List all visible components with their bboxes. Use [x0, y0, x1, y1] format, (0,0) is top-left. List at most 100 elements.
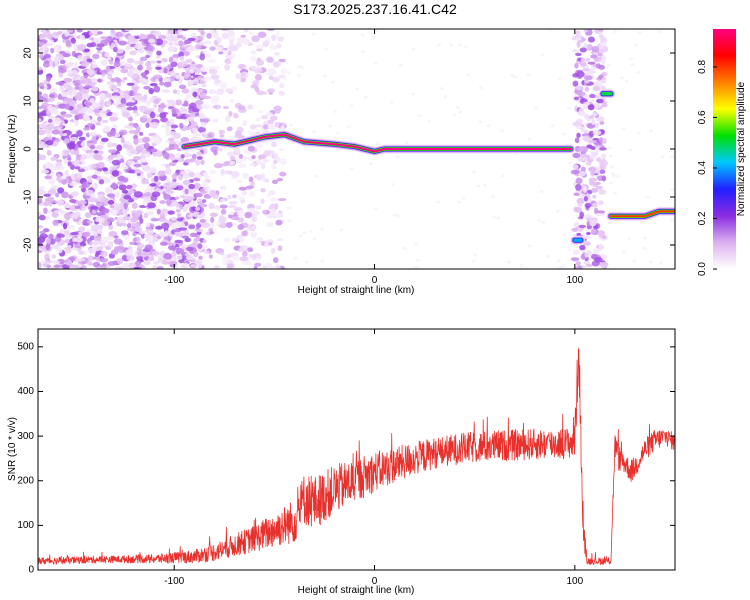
spectrogram-noise-cell: [77, 251, 85, 255]
spectrogram-noise-cell: [92, 261, 101, 268]
spectrogram-noise-cell: [231, 237, 239, 242]
spectrogram-noise-cell: [121, 165, 129, 170]
spectrogram-noise-cell: [38, 214, 46, 221]
spectrogram-noise-cell: [122, 208, 127, 214]
colorbar: 0.0 0.2 0.4 0.6 0.8 Normalized spectral ampl…: [697, 29, 747, 276]
spectrogram-noise-cell: [596, 116, 604, 122]
snr-ytick-label: 200: [17, 475, 34, 486]
spectrogram-noise-cell: [128, 129, 137, 134]
spectrogram-noise-cell: [62, 132, 68, 137]
spectrogram-noise-cell: [163, 81, 172, 88]
spectrogram-noise-cell: [219, 134, 225, 138]
spectrogram-noise-cell: [146, 45, 155, 52]
spectrogram-noise-cell: [38, 118, 42, 122]
spectrogram-noise-cell: [572, 73, 579, 78]
spectrogram-noise-cell: [592, 81, 599, 88]
spectrogram-noise-cell: [391, 182, 396, 186]
spectrogram-noise-cell: [257, 31, 267, 38]
spectrogram-noise-cell: [144, 152, 152, 158]
spectrogram-noise-cell: [81, 61, 90, 67]
spectrogram-noise-cell: [590, 228, 597, 234]
spectrogram-noise-cell: [247, 247, 254, 253]
spectrogram-noise-cell: [46, 139, 54, 146]
spectrogram-noise-cell: [179, 122, 184, 129]
spectrogram-noise-cell: [170, 124, 179, 129]
spectrogram-noise-cell: [247, 145, 256, 152]
spectrogram-noise-cell: [580, 112, 587, 116]
spectrogram-noise-cell: [247, 42, 254, 47]
spectrogram-noise-cell: [43, 207, 48, 214]
spectrogram-noise-cell: [579, 244, 586, 251]
spectrogram-noise-cell: [61, 191, 69, 199]
spectrogram-noise-cell: [95, 218, 101, 223]
spectrogram-noise-cell: [669, 155, 674, 159]
spectrogram-noise-cell: [537, 218, 542, 222]
spectrogram-noise-cell: [169, 156, 176, 161]
spectrogram-noise-cell: [186, 45, 195, 53]
spectrogram-noise-cell: [127, 70, 135, 78]
spectrogram-noise-cell: [156, 235, 162, 240]
spectrogram-noise-cell: [224, 237, 230, 243]
spectrogram-noise-cell: [174, 202, 181, 207]
spectrogram-noise-cell: [598, 136, 604, 143]
spectrogram-noise-cell: [457, 200, 462, 204]
spectrogram-noise-cell: [86, 175, 94, 179]
snr-ytick-label: 300: [17, 431, 34, 442]
colorbar-tick-label: 0.2: [697, 211, 708, 225]
spectrogram-noise-cell: [46, 75, 52, 82]
spectrogram-noise-cell: [202, 239, 207, 244]
spectrogram-noise-cell: [171, 251, 177, 258]
spectrogram-noise-cell: [589, 220, 597, 227]
spectrogram-noise-cell: [128, 169, 137, 174]
spectrogram-noise-cell: [92, 182, 98, 190]
spectrogram-noise-cell: [237, 196, 246, 200]
spectrogram-noise-cell: [87, 255, 93, 262]
spectrogram-noise-cell: [176, 217, 184, 222]
figure-title: S173.2025.237.16.41.C42: [293, 1, 457, 17]
spectrogram-noise-cell: [177, 34, 184, 39]
spectrogram-noise-cell: [278, 58, 286, 63]
spectrogram-noise-cell: [260, 198, 265, 204]
spectrogram-noise-cell: [85, 80, 92, 86]
spectrogram-noise-cell: [228, 45, 237, 52]
spectrogram-noise-cell: [194, 228, 204, 233]
spectrogram-noise-cell: [276, 238, 284, 242]
spectrogram-noise-cell: [81, 264, 87, 269]
spectrogram-noise-cell: [212, 66, 221, 70]
spectrogram-noise-cell: [276, 43, 282, 49]
spectrogram-noise-cell: [214, 264, 220, 269]
spectrogram-noise-cell: [204, 41, 212, 45]
spectrogram-noise-cell: [84, 85, 92, 89]
spectrogram-noise-cell: [636, 70, 641, 74]
spectrogram-noise-cell: [147, 202, 156, 209]
spectrogram-noise-cell: [593, 122, 600, 128]
spectrogram-noise-cell: [111, 95, 120, 99]
spectrogram-noise-cell: [88, 32, 93, 36]
spectrogram-noise-cell: [114, 266, 124, 269]
spectrogram-noise-cell: [527, 137, 532, 141]
spectrogram-noise-cell: [284, 61, 289, 65]
spectrogram-noise-cell: [134, 169, 141, 174]
spectrogram-noise-cell: [45, 110, 51, 116]
spectrogram-noise-cell: [155, 66, 162, 70]
spectrogram-noise-cell: [236, 36, 244, 44]
spectrogram-noise-cell: [280, 68, 287, 75]
spectrogram-xlabel: Height of straight line (km): [298, 285, 415, 296]
spectrogram-noise-cell: [658, 261, 663, 265]
spectrogram-noise-cell: [159, 241, 168, 246]
spectrogram-noise-cell: [176, 248, 185, 254]
spectrogram-noise-cell: [576, 40, 581, 48]
spectrogram-noise-cell: [57, 247, 63, 254]
spectrogram-noise-cell: [242, 172, 250, 179]
spectrogram-noise-cell: [136, 172, 141, 176]
spectrogram-noise-cell: [63, 203, 72, 209]
spectrogram-noise-cell: [59, 229, 66, 235]
spectrogram-noise-cell: [254, 87, 260, 92]
spectrogram-noise-cell: [218, 51, 224, 55]
spectrogram-noise-cell: [78, 226, 86, 233]
spectrogram-noise-cell: [571, 227, 579, 232]
spectrogram-noise-cell: [73, 61, 79, 69]
spectrogram-noise-cell: [63, 213, 73, 220]
spectrogram-noise-cell: [197, 126, 206, 133]
spectrogram-noise-cell: [198, 255, 203, 260]
